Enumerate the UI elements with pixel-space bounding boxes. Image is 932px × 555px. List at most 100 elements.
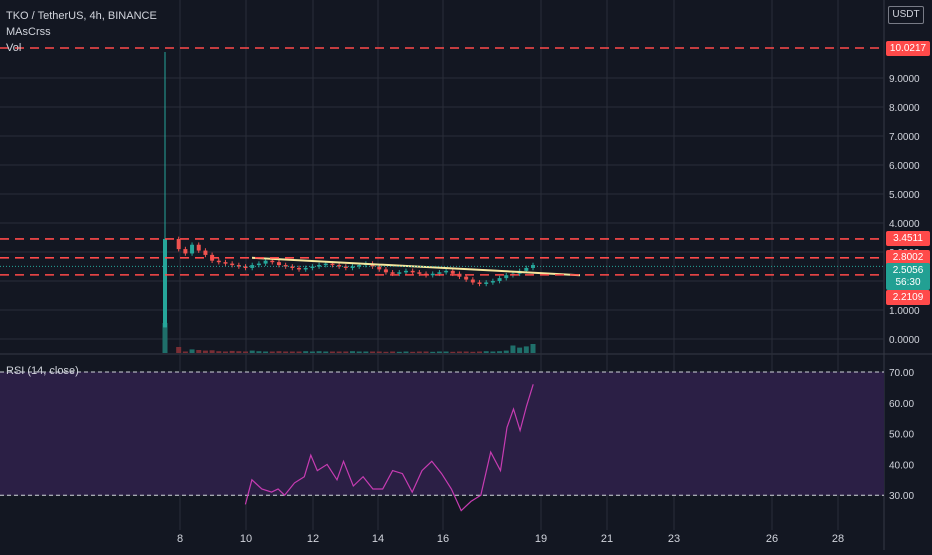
volume-bar [403,351,409,353]
volume-bar [189,349,195,353]
x-tick-label: 19 [535,533,547,545]
x-tick-label: 8 [177,533,183,545]
volume-bar [470,351,476,353]
candle-body [477,282,482,284]
candle-body [430,273,435,276]
candle-body [330,263,335,266]
candle-body [216,260,221,263]
candle-body [470,279,475,283]
rsi-tick-label: 70.00 [889,368,914,379]
candle-body [377,266,382,270]
candle-body [317,265,322,267]
volume-bar [249,350,255,353]
indicator-volume-label[interactable]: Vol [6,42,22,54]
candle-body [437,272,442,274]
x-tick-label: 16 [437,533,449,545]
volume-bar [443,351,449,353]
candle-body [270,260,275,263]
volume-bar [316,351,322,353]
candle-body [531,265,535,268]
x-tick-label: 26 [766,533,778,545]
volume-bar [216,351,222,353]
x-tick-label: 10 [240,533,252,545]
volume-bar [289,351,295,353]
volume-bar [490,351,496,353]
candle-body [263,260,268,264]
candle-body [230,263,235,266]
volume-bar [530,344,536,353]
candle-body [450,270,455,274]
volume-bar [370,351,376,353]
volume-bar [497,351,503,353]
volume-bar [383,351,389,353]
candle-body [190,244,195,254]
price-tick-label: 7.0000 [889,132,920,143]
indicator-macross-label[interactable]: MAsCrss [6,26,51,38]
candle-body [283,265,288,267]
candle-body [183,249,188,254]
candle-body [290,266,295,268]
candle-body [497,278,502,281]
x-tick-label: 14 [372,533,384,545]
level-badge-2-80: 2.8002 [886,250,930,265]
candle-body [297,267,302,270]
price-tick-label: 0.0000 [889,335,920,346]
rsi-indicator-label[interactable]: RSI (14, close) [6,365,79,377]
rsi-tick-label: 40.00 [889,460,914,471]
volume-bar [343,351,349,353]
candle-body [524,267,529,271]
volume-bar [416,351,422,353]
volume-bar [269,351,275,353]
volume-bar [450,351,456,353]
candle-body [350,266,355,268]
price-tick-label: 8.0000 [889,103,920,114]
candle-body [276,262,281,266]
volume-bar [436,351,442,353]
candle-body [403,270,408,273]
volume-bar [176,347,182,353]
price-tick-label: 6.0000 [889,161,920,172]
currency-badge[interactable]: USDT [888,6,924,24]
volume-bar [523,346,529,353]
volume-bar [162,323,168,353]
candle-body [417,272,422,274]
candle-body [397,272,402,274]
volume-bar [503,350,509,353]
volume-bar [323,351,329,353]
candle-body [256,263,261,266]
candle-body [390,272,395,274]
price-tick-label: 1.0000 [889,306,920,317]
trend-line[interactable] [251,256,581,277]
volume-bar [430,351,436,353]
volume-bar [309,351,315,353]
volume-bar [510,345,516,353]
volume-bar [390,351,396,353]
volume-bar [456,351,462,353]
candle-body [457,273,462,277]
volume-bar [329,351,335,353]
volume-bar [303,351,309,353]
candle-body [243,266,248,268]
volume-bar [356,351,362,353]
candle-body [203,250,208,255]
volume-bar [396,351,402,353]
candle-body [504,275,509,279]
price-tick-label: 4.0000 [889,219,920,230]
candle-body [490,281,495,283]
candle-body [323,263,328,266]
candle-body [337,265,342,267]
volume-bar [363,351,369,353]
candle-body [176,238,181,250]
volume-bar [336,351,342,353]
candle-body [223,262,228,264]
x-tick-label: 21 [601,533,613,545]
volume-bar [283,351,289,353]
candle-body [343,266,348,268]
candle-body [444,270,449,273]
x-tick-label: 23 [668,533,680,545]
candle-body [464,276,469,280]
last-price-badge: 2.5056 [886,263,930,278]
volume-bar [463,351,469,353]
